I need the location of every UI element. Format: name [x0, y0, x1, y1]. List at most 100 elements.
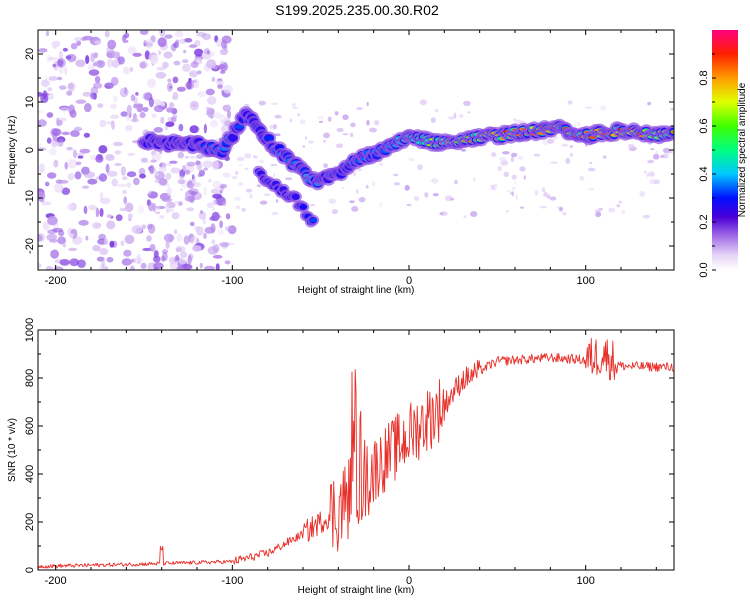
- spectrogram-noise-cell: [331, 209, 338, 215]
- spectrogram-noise-cell: [183, 49, 187, 54]
- spectrogram-noise-cell: [208, 51, 215, 57]
- spectrogram-noise-cell: [45, 30, 50, 37]
- spectrogram-noise-cell: [92, 62, 100, 67]
- spectrogram-noise-cell: [252, 155, 258, 159]
- spectrogram-noise-cell: [506, 210, 509, 213]
- spectrogram-noise-cell: [88, 64, 96, 71]
- spectrogram-noise-cell: [210, 119, 219, 128]
- spectrogram-noise-cell: [193, 182, 201, 188]
- spectrogram-noise-cell: [191, 102, 197, 108]
- spectrogram-noise-cell: [211, 160, 220, 170]
- spectrogram-noise-cell: [176, 266, 185, 270]
- spectrogram-noise-cell: [78, 219, 89, 226]
- spectrogram-noise-cell: [244, 153, 252, 159]
- spectrogram-noise-cell: [334, 111, 339, 116]
- spectrogram-noise-cell: [167, 117, 174, 122]
- spectrogram-noise-cell: [517, 155, 524, 161]
- spectrogram-noise-cell: [284, 177, 293, 181]
- spectrogram-noise-cell: [151, 152, 162, 162]
- spectrogram-noise-cell: [159, 30, 166, 37]
- spectrogram-noise-cell: [114, 150, 122, 155]
- spectrogram-noise-cell: [244, 167, 249, 170]
- spectrogram-noise-cell: [130, 94, 136, 102]
- spectrogram-noise-cell: [149, 164, 155, 175]
- spectrogram-noise-cell: [559, 207, 563, 212]
- spectrogram-noise-cell: [65, 55, 72, 60]
- spectrogram-noise-cell: [118, 56, 125, 65]
- snr-y-label: SNR (10 * v/v): [7, 418, 18, 482]
- spectrogram-noise-cell: [440, 211, 448, 217]
- spectrogram-noise-cell: [45, 181, 50, 187]
- spectrogram-noise-cell: [87, 178, 98, 185]
- spectrogram-noise-cell: [57, 236, 66, 245]
- spectrogram-noise-cell: [148, 202, 155, 212]
- spectrogram-noise-cell: [189, 80, 197, 83]
- spectrogram-noise-cell: [579, 175, 585, 181]
- spectrogram-noise-cell: [40, 79, 50, 88]
- spectrogram-noise-cell: [155, 71, 167, 79]
- y-tick-label: -10: [24, 190, 36, 206]
- spectrogram-noise-cell: [196, 226, 204, 236]
- spectrogram-noise-cell: [178, 175, 185, 180]
- spectrogram-noise-cell: [219, 242, 230, 247]
- spectrogram-noise-cell: [121, 258, 132, 266]
- spectrogram-noise-cell: [618, 200, 623, 204]
- spectrogram-noise-cell: [176, 233, 183, 242]
- spectrogram-noise-cell: [149, 244, 156, 252]
- spectrogram-noise-cell: [38, 48, 48, 53]
- spectrogram-noise-cell: [170, 167, 181, 174]
- spectrogram-noise-cell: [106, 214, 112, 218]
- spectrogram-noise-cell: [70, 130, 80, 137]
- spectrogram-noise-cell: [233, 196, 242, 201]
- spectrogram-noise-cell: [191, 178, 197, 184]
- spectrogram-noise-cell: [69, 233, 74, 239]
- spectrogram-noise-cell: [107, 39, 117, 50]
- spectrogram-noise-cell: [317, 115, 324, 120]
- spectrogram-noise-cell: [129, 265, 135, 270]
- spectrogram-noise-cell: [342, 133, 349, 136]
- spectrogram-noise-cell: [236, 156, 245, 162]
- spectrogram-noise-cell: [170, 116, 177, 123]
- spectrogram-noise-cell: [534, 189, 539, 196]
- spectrogram-noise-cell: [231, 175, 238, 180]
- spectrogram-noise-cell: [463, 215, 467, 218]
- spectrogram-noise-cell: [172, 76, 179, 84]
- spectrogram-noise-cell: [512, 186, 516, 191]
- spectrogram-noise-cell: [167, 78, 172, 83]
- spectrogram-noise-cell: [341, 186, 345, 190]
- spectrogram-noise-cell: [533, 153, 541, 157]
- spectrogram-noise-cell: [88, 204, 97, 211]
- spectrogram-noise-cell: [649, 179, 658, 185]
- spectrogram-noise-cell: [336, 127, 344, 133]
- spectrogram-noise-cell: [90, 92, 97, 100]
- spectrogram-noise-cell: [203, 186, 207, 196]
- spectrogram-noise-cell: [223, 84, 234, 94]
- spectrogram-noise-cell: [140, 262, 147, 269]
- spectrogram-noise-cell: [184, 38, 193, 43]
- spectrogram-noise-cell: [182, 167, 186, 173]
- spectrogram-noise-cell: [77, 155, 84, 159]
- spectrogram-noise-cell: [503, 171, 509, 177]
- spectrogram-noise-cell: [514, 119, 523, 123]
- spectrogram-noise-cell: [171, 212, 180, 220]
- y-tick-label: 400: [24, 465, 36, 483]
- spectrogram-noise-cell: [127, 152, 135, 156]
- spectrogram-noise-cell: [172, 114, 178, 119]
- spectrogram-noise-cell: [61, 131, 70, 136]
- spectrogram-noise-cell: [269, 124, 273, 129]
- spectrogram-noise-cell: [116, 183, 127, 188]
- spectrogram-noise-cell: [98, 173, 108, 182]
- spectrogram-noise-cell: [123, 66, 130, 75]
- spectrogram-noise-cell: [162, 61, 169, 69]
- spectrogram-noise-cell: [393, 173, 399, 177]
- spectrogram-noise-cell: [94, 76, 101, 84]
- spectrogram-noise-cell: [96, 60, 106, 68]
- spectrogram-noise-cell: [163, 233, 175, 242]
- snr-y-ticks: 0 200 400 600 800 1000: [24, 318, 674, 573]
- snr-series-line: [38, 337, 674, 569]
- spectrogram-noise-cell: [202, 160, 214, 168]
- spectrogram-noise-cell: [366, 101, 369, 107]
- spectrogram-noise-cell: [127, 46, 137, 54]
- spectrogram-noise-cell: [157, 206, 160, 212]
- spectrogram-noise-cell: [38, 110, 44, 114]
